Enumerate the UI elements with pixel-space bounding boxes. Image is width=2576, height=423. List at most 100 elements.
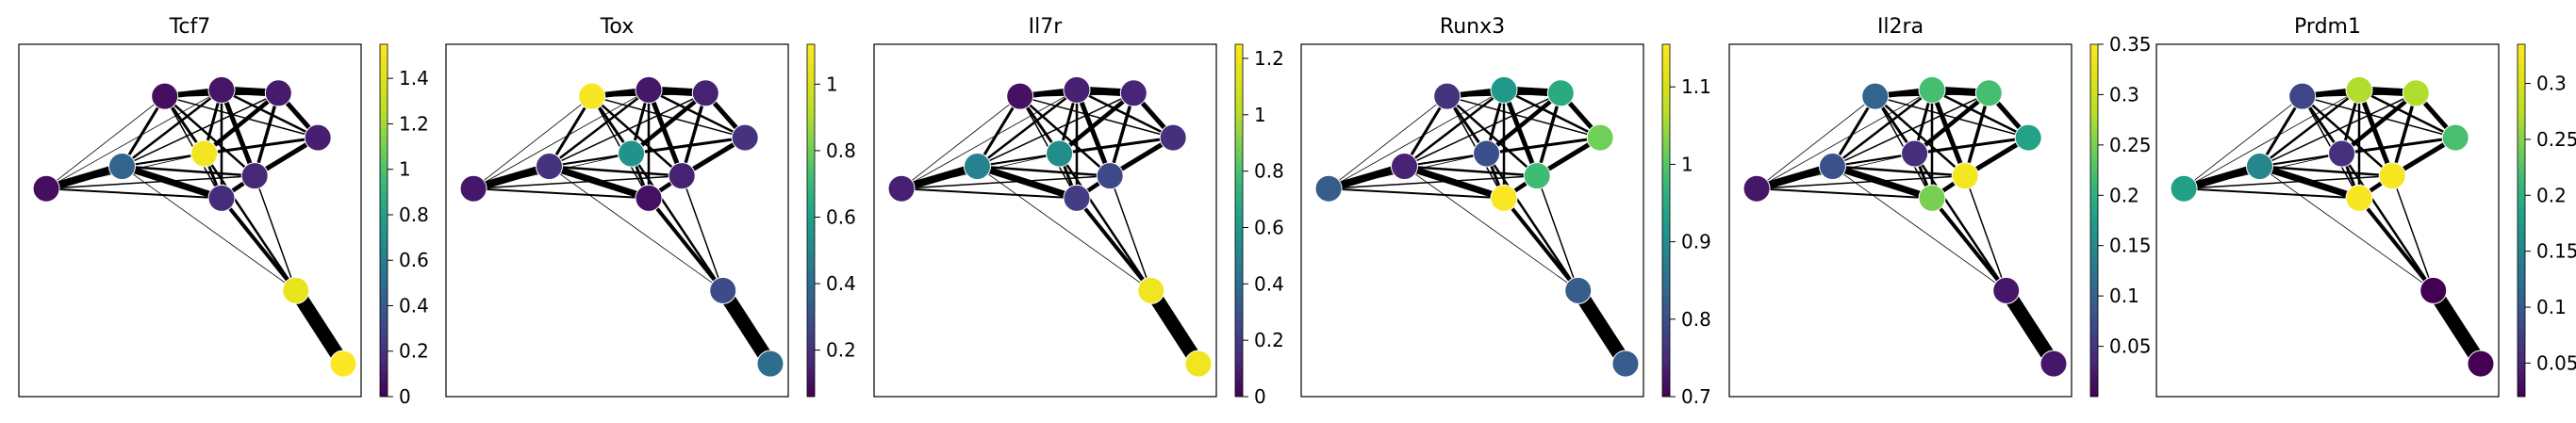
edge-1-5 xyxy=(1832,137,2029,168)
colorbar-tick-label: 1 xyxy=(1681,153,1693,175)
colorbar-tick-label: 0.05 xyxy=(2536,351,2576,374)
node-9 xyxy=(2419,276,2448,304)
panel-title: Runx3 xyxy=(1440,15,1505,39)
colorbar-tick-label: 0.8 xyxy=(826,139,856,162)
colorbar-tick-label: 0.6 xyxy=(826,205,856,228)
colorbar-tick-label: 0.8 xyxy=(1254,160,1284,183)
edge-9-10 xyxy=(2427,286,2487,368)
colorbar-tick-label: 0.25 xyxy=(2109,134,2152,156)
edge-8-9 xyxy=(2357,197,2436,292)
edge-1-4 xyxy=(549,92,706,168)
node-3 xyxy=(635,75,663,104)
edge-2-5 xyxy=(591,95,746,138)
node-5 xyxy=(731,123,759,152)
panel-tcf7: Tcf7 0 0.2 0.4 0.6 0.8 1 1.2 1.4 xyxy=(18,15,429,408)
edge-1-9 xyxy=(2259,166,2434,291)
node-9 xyxy=(1137,276,1165,304)
colorbar xyxy=(1234,43,1244,398)
edge-0-8 xyxy=(46,187,223,200)
node-9 xyxy=(709,276,737,304)
edge-3-6 xyxy=(219,89,257,177)
colorbar-tick-label: 1 xyxy=(826,73,838,95)
node-8 xyxy=(207,184,236,212)
edge-1-8 xyxy=(976,163,1079,202)
colorbar-tick-label: 0.9 xyxy=(1681,231,1711,253)
edge-1-8 xyxy=(1831,163,1934,202)
edge-3-5 xyxy=(1076,89,1174,139)
edge-7-9 xyxy=(1485,153,1579,292)
colorbar-tick-label: 0 xyxy=(399,385,411,408)
edge-1-3 xyxy=(548,89,650,168)
node-7 xyxy=(190,139,219,168)
panel-title: Tox xyxy=(600,15,635,39)
colorbar-tick-label: 0.05 xyxy=(2109,335,2152,358)
edge-6-9 xyxy=(1536,175,1579,291)
edge-7-9 xyxy=(1913,153,2007,292)
nodes-group xyxy=(1314,75,1640,378)
edge-0-2 xyxy=(472,95,592,189)
colorbar xyxy=(2089,43,2099,398)
edge-1-3 xyxy=(1403,89,1505,168)
axes-frame xyxy=(1300,43,1644,398)
edge-1-8 xyxy=(1403,163,1506,202)
node-7 xyxy=(2328,139,2356,168)
edges-group xyxy=(44,86,350,368)
node-8 xyxy=(1918,184,1946,212)
edge-8-9 xyxy=(1930,197,2008,292)
node-10 xyxy=(1611,350,1640,378)
node-6 xyxy=(1951,162,1979,190)
edge-1-4 xyxy=(1404,92,1561,168)
node-0 xyxy=(1314,174,1343,203)
node-6 xyxy=(1096,162,1124,190)
colorbar-tick-label: 1.1 xyxy=(1681,75,1711,98)
panels-container: Tcf7 0 0.2 0.4 0.6 0.8 1 1.2 1.4 Tox 0.2 0.4 0.6 0.8 1… xyxy=(18,15,2576,408)
edge-1-2 xyxy=(1831,95,1876,168)
edge-0-6 xyxy=(1329,174,1538,189)
edge-7-9 xyxy=(2340,153,2435,292)
edge-1-8 xyxy=(548,163,651,202)
edge-0-2 xyxy=(45,95,165,189)
edge-1-3 xyxy=(121,89,223,168)
edge-8-9 xyxy=(647,197,725,292)
node-0 xyxy=(459,174,487,203)
colorbar-tick-label: 1.4 xyxy=(399,67,429,89)
colorbar xyxy=(2517,43,2526,398)
colorbar-tick-label: 0.35 xyxy=(2109,33,2152,56)
colorbar xyxy=(1661,43,1671,398)
node-8 xyxy=(2345,184,2373,212)
colorbar-tick-label: 0.2 xyxy=(2536,184,2567,206)
edge-3-6 xyxy=(1501,89,1540,177)
node-4 xyxy=(1119,79,1148,107)
edge-0-8 xyxy=(2184,187,2360,200)
edge-1-3 xyxy=(1831,89,1933,168)
node-7 xyxy=(1901,139,1929,168)
nodes-group xyxy=(887,75,1213,378)
node-5 xyxy=(2441,123,2469,152)
edge-1-2 xyxy=(976,95,1021,168)
node-10 xyxy=(329,350,357,378)
edge-0-3 xyxy=(1756,89,1933,189)
node-1 xyxy=(107,153,136,181)
node-0 xyxy=(2170,174,2198,203)
colorbar-tick-label: 0.1 xyxy=(2109,285,2139,307)
node-1 xyxy=(535,153,563,181)
panel-il2ra: Il2ra 0.05 0.1 0.15 0.2 0.25 0.3 0.35 xyxy=(1728,15,2152,398)
panel-runx3: Runx3 0.7 0.8 0.9 1 1.1 xyxy=(1300,15,1711,408)
colorbar xyxy=(806,43,816,398)
colorbar-tick-label: 0.8 xyxy=(399,203,429,226)
edges-group xyxy=(1755,86,2060,368)
edge-0-6 xyxy=(2184,174,2393,189)
edge-4-6 xyxy=(1108,92,1135,177)
edge-0-2 xyxy=(900,95,1020,189)
colorbar-tick-label: 1.2 xyxy=(1254,47,1284,70)
node-2 xyxy=(578,82,606,110)
node-0 xyxy=(32,174,60,203)
axes-frame xyxy=(2155,43,2500,398)
colorbar-tick-label: 0.4 xyxy=(1254,272,1284,295)
colorbar-tick-label: 0.2 xyxy=(1254,329,1284,351)
edge-3-5 xyxy=(2358,89,2456,139)
node-2 xyxy=(151,82,179,110)
node-1 xyxy=(2245,153,2273,181)
panel-title: Il2ra xyxy=(1877,15,1924,39)
node-5 xyxy=(1159,123,1187,152)
